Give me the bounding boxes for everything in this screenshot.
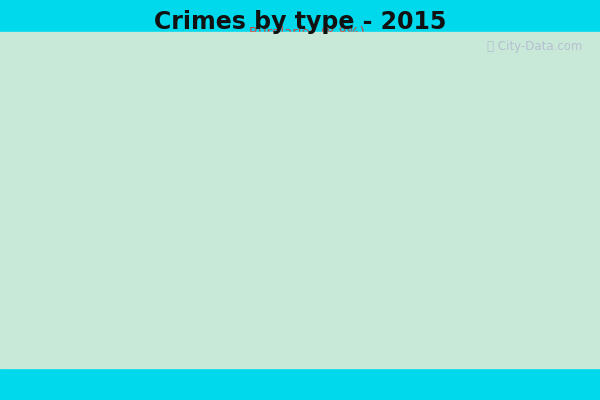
Wedge shape: [194, 161, 300, 212]
Text: ⓘ City-Data.com: ⓘ City-Data.com: [487, 40, 582, 53]
Wedge shape: [187, 116, 413, 325]
Text: Thefts (71.9%): Thefts (71.9%): [386, 283, 580, 311]
Wedge shape: [300, 99, 359, 212]
Wedge shape: [200, 99, 300, 212]
Text: Rapes (1.8%): Rapes (1.8%): [19, 241, 233, 276]
Text: Burglaries (8.8%): Burglaries (8.8%): [248, 26, 364, 94]
Text: Crimes by type - 2015: Crimes by type - 2015: [154, 10, 446, 34]
Text: Assaults (17.5%): Assaults (17.5%): [0, 152, 220, 173]
